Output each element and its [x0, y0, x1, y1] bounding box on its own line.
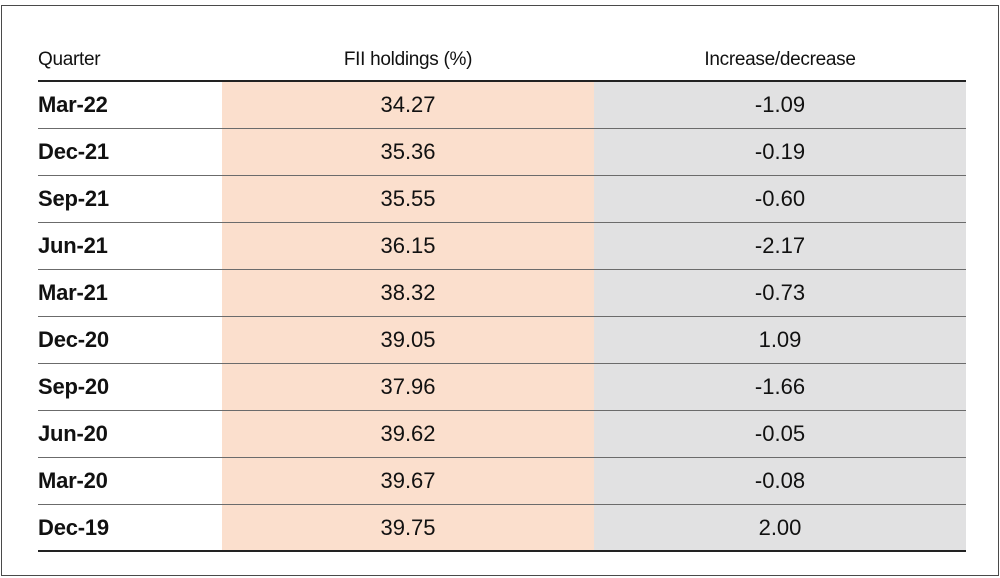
cell-quarter: Dec-19 [38, 514, 109, 540]
cell-quarter: Mar-21 [38, 280, 108, 305]
cell-increase-decrease: -1.66 [594, 364, 966, 410]
cell-increase-decrease: 1.09 [594, 317, 966, 363]
cell-increase-decrease: -0.60 [594, 176, 966, 222]
cell-increase-decrease: -0.08 [594, 458, 966, 504]
cell-increase-decrease: 2.00 [594, 505, 966, 550]
cell-fii-holdings: 39.67 [222, 458, 594, 504]
cell-quarter: Dec-21 [38, 139, 109, 164]
cell-increase-decrease: -0.73 [594, 270, 966, 316]
table-frame: Quarter FII holdings (%) Increase/decrea… [1, 5, 999, 576]
cell-fii-holdings: 38.32 [222, 270, 594, 316]
header-fii-holdings: FII holdings (%) [343, 49, 473, 70]
cell-quarter: Jun-20 [38, 421, 108, 446]
cell-quarter: Mar-20 [38, 468, 108, 493]
cell-fii-holdings: 39.62 [222, 411, 594, 457]
table-row: Dec-21 35.36 -0.19 [38, 129, 966, 176]
table-row: Dec-20 39.05 1.09 [38, 317, 966, 364]
cell-fii-holdings: 37.96 [222, 364, 594, 410]
cell-fii-holdings: 34.27 [222, 82, 594, 128]
table-row: Sep-21 35.55 -0.60 [38, 176, 966, 223]
cell-quarter: Mar-22 [38, 92, 108, 117]
table-row: Mar-21 38.32 -0.73 [38, 270, 966, 317]
table-row: Jun-20 39.62 -0.05 [38, 411, 966, 458]
table-row: Jun-21 36.15 -2.17 [38, 223, 966, 270]
header-increase-decrease: Increase/decrease [704, 49, 856, 70]
cell-fii-holdings: 35.55 [222, 176, 594, 222]
cell-fii-holdings: 36.15 [222, 223, 594, 269]
table-row: Mar-20 39.67 -0.08 [38, 458, 966, 505]
table-row: Sep-20 37.96 -1.66 [38, 364, 966, 411]
cell-quarter: Sep-20 [38, 374, 109, 399]
cell-quarter: Sep-21 [38, 186, 109, 211]
cell-fii-holdings: 35.36 [222, 129, 594, 175]
cell-increase-decrease: -1.09 [594, 82, 966, 128]
table-row: Dec-19 39.75 2.00 [38, 505, 966, 552]
cell-fii-holdings: 39.05 [222, 317, 594, 363]
cell-fii-holdings: 39.75 [222, 505, 594, 550]
table-header: Quarter FII holdings (%) Increase/decrea… [38, 40, 966, 82]
table-row: Mar-22 34.27 -1.09 [38, 82, 966, 129]
cell-quarter: Jun-21 [38, 233, 108, 258]
cell-increase-decrease: -0.05 [594, 411, 966, 457]
table-body: Mar-22 34.27 -1.09 Dec-21 35.36 -0.19 Sep-21 35… [38, 82, 966, 552]
cell-increase-decrease: -2.17 [594, 223, 966, 269]
header-quarter: Quarter [38, 49, 101, 70]
fii-holdings-table: Quarter FII holdings (%) Increase/decrea… [38, 40, 966, 552]
cell-quarter: Dec-20 [38, 327, 109, 352]
cell-increase-decrease: -0.19 [594, 129, 966, 175]
